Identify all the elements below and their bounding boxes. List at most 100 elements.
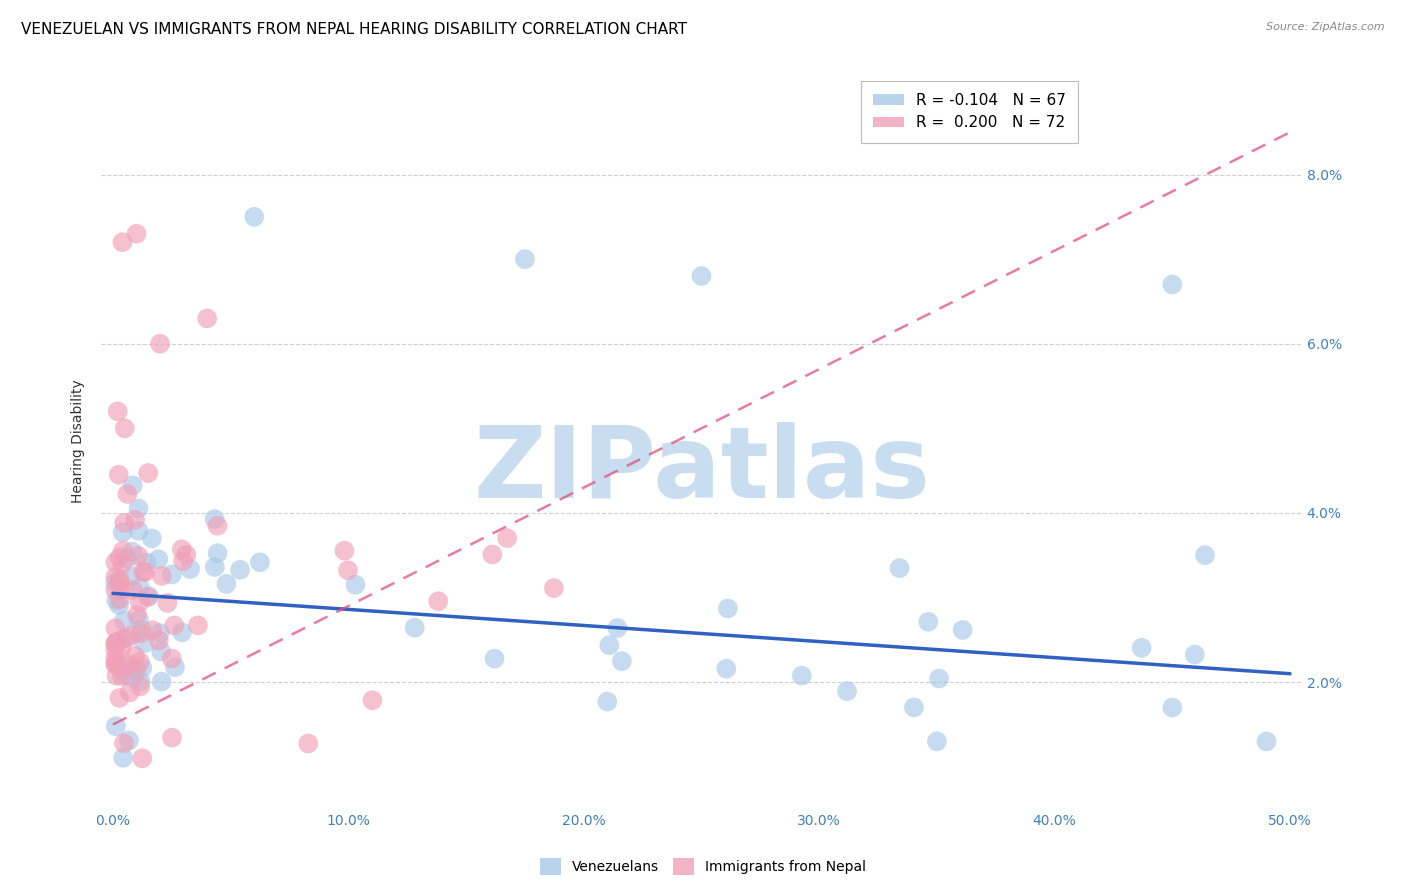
Point	[108, 573, 131, 587]
Point	[207, 518, 229, 533]
Point	[104, 657, 127, 672]
Point	[138, 589, 160, 603]
Point	[115, 668, 138, 682]
Point	[125, 227, 148, 241]
Point	[928, 672, 950, 686]
Point	[141, 532, 163, 546]
Point	[917, 615, 939, 629]
Point	[717, 601, 740, 615]
Point	[118, 685, 141, 699]
Point	[790, 668, 813, 682]
Point	[129, 680, 152, 694]
Point	[105, 635, 128, 649]
Point	[596, 695, 619, 709]
Point	[179, 562, 201, 576]
Point	[104, 582, 127, 597]
Point	[1161, 700, 1184, 714]
Point	[104, 651, 127, 665]
Point	[132, 565, 155, 579]
Point	[104, 642, 127, 657]
Point	[1184, 648, 1206, 662]
Point	[108, 658, 131, 673]
Point	[104, 621, 127, 635]
Point	[127, 549, 149, 563]
Point	[128, 613, 150, 627]
Point	[215, 577, 238, 591]
Point	[925, 734, 948, 748]
Point	[108, 575, 131, 590]
Point	[131, 623, 153, 637]
Point	[610, 654, 633, 668]
Point	[108, 690, 131, 705]
Point	[112, 736, 135, 750]
Point	[112, 751, 135, 765]
Point	[104, 719, 127, 733]
Point	[141, 623, 163, 637]
Point	[121, 662, 143, 676]
Point	[117, 551, 139, 566]
Y-axis label: Hearing Disability: Hearing Disability	[72, 379, 86, 503]
Point	[484, 651, 506, 665]
Point	[110, 640, 132, 655]
Point	[481, 548, 503, 562]
Point	[1256, 734, 1278, 748]
Point	[127, 501, 149, 516]
Point	[111, 558, 134, 572]
Point	[344, 578, 367, 592]
Point	[129, 674, 152, 689]
Point	[835, 684, 858, 698]
Point	[108, 598, 131, 612]
Point	[160, 567, 183, 582]
Point	[716, 662, 738, 676]
Point	[111, 525, 134, 540]
Point	[120, 569, 142, 583]
Point	[150, 644, 173, 658]
Point	[125, 662, 148, 676]
Point	[134, 636, 156, 650]
Point	[404, 621, 426, 635]
Point	[134, 565, 156, 579]
Point	[150, 569, 173, 583]
Point	[117, 487, 139, 501]
Point	[112, 632, 135, 646]
Point	[204, 512, 226, 526]
Point	[111, 235, 134, 250]
Point	[104, 575, 127, 590]
Point	[427, 594, 450, 608]
Point	[361, 693, 384, 707]
Point	[128, 524, 150, 538]
Point	[148, 633, 170, 648]
Point	[333, 543, 356, 558]
Point	[128, 595, 150, 609]
Point	[170, 542, 193, 557]
Point	[1161, 277, 1184, 292]
Point	[129, 626, 152, 640]
Point	[148, 552, 170, 566]
Point	[131, 661, 153, 675]
Point	[690, 268, 713, 283]
Point	[110, 582, 132, 597]
Point	[118, 733, 141, 747]
Point	[207, 546, 229, 560]
Point	[121, 544, 143, 558]
Point	[112, 614, 135, 628]
Point	[160, 731, 183, 745]
Point	[115, 631, 138, 645]
Point	[195, 311, 218, 326]
Point	[122, 670, 145, 684]
Point	[337, 563, 360, 577]
Point	[104, 656, 127, 670]
Point	[107, 467, 129, 482]
Text: ZIPatlas: ZIPatlas	[472, 422, 929, 519]
Point	[135, 555, 157, 569]
Point	[606, 621, 628, 635]
Point	[104, 636, 127, 650]
Point	[107, 404, 129, 418]
Point	[1194, 548, 1216, 562]
Point	[952, 623, 974, 637]
Point	[128, 580, 150, 594]
Point	[121, 478, 143, 492]
Point	[163, 660, 186, 674]
Point	[104, 555, 127, 569]
Point	[156, 596, 179, 610]
